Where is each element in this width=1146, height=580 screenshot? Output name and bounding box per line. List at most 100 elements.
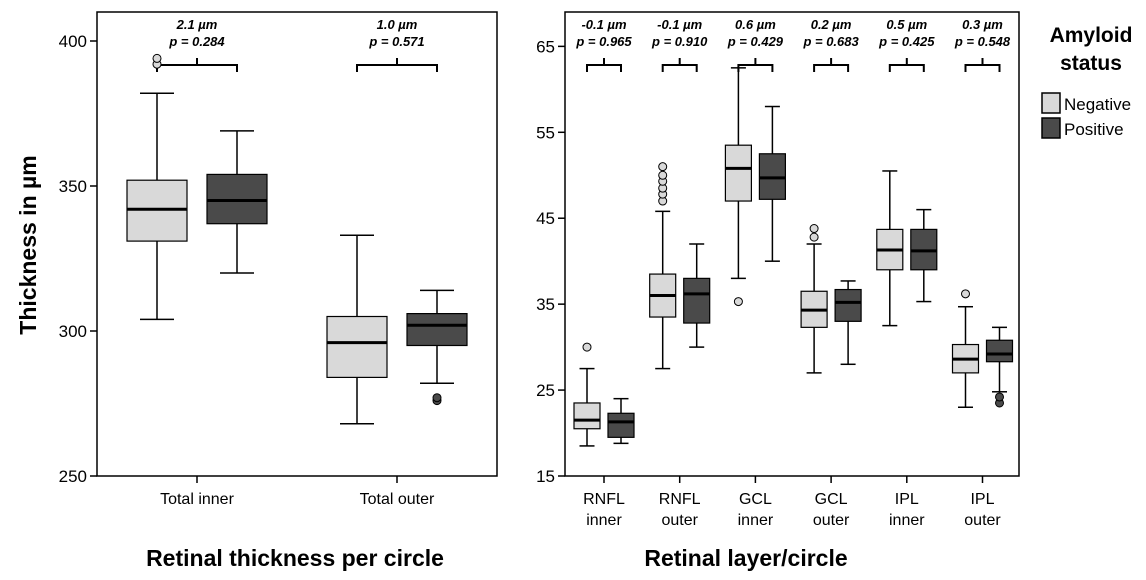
left-y-tick-label: 350	[59, 177, 87, 196]
significance-bracket	[663, 58, 697, 72]
p-value-label: p = 0.571	[368, 34, 424, 49]
x-tick-label: IPL	[970, 491, 994, 508]
right-y-tick-label: 55	[536, 123, 555, 142]
significance-bracket	[966, 58, 1000, 72]
legend: Amyloid status Negative Positive	[1042, 24, 1132, 139]
right-y-tick-label: 35	[536, 295, 555, 314]
x-tick-label: outer	[813, 512, 850, 529]
left-y-tick-label: 400	[59, 32, 87, 51]
outlier-point	[583, 343, 591, 351]
x-tick-label: GCL	[815, 491, 848, 508]
right-y-tick-label: 25	[536, 381, 555, 400]
outlier-point	[433, 394, 441, 402]
x-tick-label: outer	[661, 512, 698, 529]
box-positive	[407, 290, 467, 404]
box-negative	[801, 225, 827, 373]
box-negative	[127, 54, 187, 319]
left-x-axis-title: Retinal thickness per circle	[146, 545, 444, 571]
right-y-tick-label: 15	[536, 467, 555, 486]
iqr-box	[608, 413, 634, 437]
box-negative	[650, 163, 676, 369]
significance-bracket	[738, 58, 772, 72]
p-value-label: p = 0.965	[575, 34, 632, 49]
right-plot-frame	[565, 12, 1019, 476]
right-category-group: IPL inner 0.5 µm p = 0.425	[877, 17, 937, 529]
box-positive	[911, 210, 937, 302]
iqr-box	[407, 314, 467, 346]
outlier-point	[734, 298, 742, 306]
x-tick-label: outer	[964, 512, 1001, 529]
significance-bracket	[587, 58, 621, 72]
p-value-label: p = 0.425	[878, 34, 935, 49]
box-positive	[684, 244, 710, 347]
p-value-label: p = 0.429	[727, 34, 784, 49]
right-category-group: RNFL inner -0.1 µm p = 0.965	[574, 17, 634, 529]
left-category-group: Total outer 1.0 µm p = 0.571	[327, 17, 467, 508]
y-axis-title: Thickness in µm	[15, 155, 41, 334]
iqr-box	[835, 290, 861, 322]
x-tick-label: GCL	[739, 491, 772, 508]
outlier-point	[659, 163, 667, 171]
x-tick-label: inner	[889, 512, 925, 529]
outlier-point	[810, 225, 818, 233]
legend-label-negative: Negative	[1064, 95, 1131, 114]
significance-bracket	[814, 58, 848, 72]
outlier-point	[996, 393, 1004, 401]
left-y-tick-label: 250	[59, 467, 87, 486]
box-negative	[953, 290, 979, 407]
difference-label: 0.5 µm	[886, 17, 927, 32]
outlier-point	[659, 171, 667, 179]
x-tick-label: Total outer	[360, 491, 435, 508]
difference-label: 2.1 µm	[176, 17, 218, 32]
iqr-box	[574, 403, 600, 429]
right-category-group: GCL outer 0.2 µm p = 0.683	[801, 17, 861, 529]
difference-label: 0.2 µm	[811, 17, 852, 32]
significance-bracket	[357, 58, 437, 72]
outlier-point	[153, 54, 161, 62]
right-y-tick-label: 65	[536, 37, 555, 56]
iqr-box	[725, 145, 751, 201]
x-tick-label: IPL	[895, 491, 919, 508]
p-value-label: p = 0.683	[802, 34, 859, 49]
p-value-label: p = 0.910	[651, 34, 708, 49]
left-category-group: Total inner 2.1 µm p = 0.284	[127, 17, 267, 508]
x-tick-label: Total inner	[160, 491, 234, 508]
box-negative	[327, 235, 387, 423]
p-value-label: p = 0.548	[954, 34, 1011, 49]
box-positive	[987, 327, 1013, 407]
legend-title-line1: Amyloid	[1050, 24, 1133, 47]
right-y-tick-label: 45	[536, 209, 555, 228]
outlier-point	[810, 233, 818, 241]
x-tick-label: inner	[586, 512, 622, 529]
right-category-group: IPL outer 0.3 µm p = 0.548	[953, 17, 1013, 529]
right-x-axis-title: Retinal layer/circle	[644, 545, 847, 571]
significance-bracket	[890, 58, 924, 72]
legend-title-line2: status	[1060, 52, 1122, 75]
difference-label: -0.1 µm	[657, 17, 703, 32]
significance-bracket	[157, 58, 237, 72]
right-category-group: RNFL outer -0.1 µm p = 0.910	[650, 17, 710, 529]
x-tick-label: RNFL	[583, 491, 625, 508]
box-positive	[608, 399, 634, 444]
legend-label-positive: Positive	[1064, 120, 1124, 139]
x-tick-label: RNFL	[659, 491, 701, 508]
box-negative	[877, 171, 903, 326]
left-y-tick-label: 300	[59, 322, 87, 341]
x-tick-label: inner	[738, 512, 774, 529]
box-negative	[574, 343, 600, 446]
iqr-box	[987, 340, 1013, 361]
box-positive	[835, 281, 861, 364]
right-category-group: GCL inner 0.6 µm p = 0.429	[725, 17, 785, 529]
box-positive	[207, 131, 267, 273]
box-positive	[759, 107, 785, 262]
outlier-point	[962, 290, 970, 298]
box-negative	[725, 68, 751, 306]
difference-label: 0.3 µm	[962, 17, 1003, 32]
difference-label: -0.1 µm	[581, 17, 627, 32]
difference-label: 0.6 µm	[735, 17, 776, 32]
iqr-box	[327, 317, 387, 378]
difference-label: 1.0 µm	[377, 17, 418, 32]
